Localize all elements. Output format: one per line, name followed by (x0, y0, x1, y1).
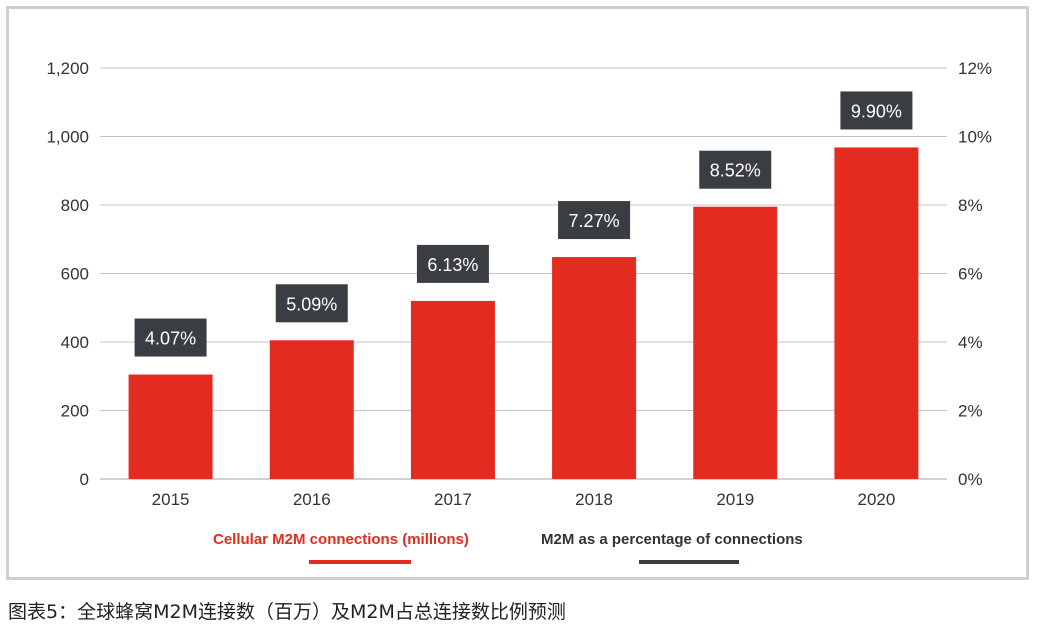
y-left-tick-label: 0 (80, 470, 89, 489)
y-left-tick-label: 400 (61, 333, 89, 352)
y-left-tick-label: 1,200 (46, 59, 89, 78)
y-right-tick-label: 8% (958, 196, 983, 215)
y-right-tick-label: 12% (958, 59, 992, 78)
bar (269, 340, 354, 479)
data-label: 8.52% (710, 161, 761, 181)
y-right-tick-label: 2% (958, 402, 983, 421)
y-right-tick-label: 10% (958, 128, 992, 147)
x-tick-label: 2017 (434, 490, 472, 509)
data-label-box (416, 244, 489, 283)
data-label: 4.07% (145, 329, 196, 349)
data-label-box (558, 201, 631, 240)
x-tick-label: 2020 (858, 490, 896, 509)
data-label: 7.27% (569, 211, 620, 231)
x-tick-label: 2018 (575, 490, 613, 509)
x-tick-label: 2019 (716, 490, 754, 509)
data-label-box (840, 91, 913, 130)
bar (552, 257, 637, 479)
y-left-tick-label: 800 (61, 196, 89, 215)
data-label-box (275, 284, 348, 323)
bar (693, 206, 778, 479)
data-label: 9.90% (851, 101, 902, 121)
x-tick-label: 2016 (293, 490, 331, 509)
bar (128, 374, 213, 479)
data-label: 5.09% (286, 294, 337, 314)
chart-frame: 0 200 400 600 800 1,000 1,200 0% 2% 4% 6% 8% 10% 12% 2… (6, 6, 1029, 580)
bar (410, 300, 495, 479)
y-right-tick-label: 0% (958, 470, 983, 489)
figure-caption: 图表5：全球蜂窝M2M连接数（百万）及M2M占总连接数比例预测 (8, 601, 566, 623)
legend-label-percentage: M2M as a percentage of connections (541, 531, 803, 548)
data-label-box (699, 150, 772, 189)
y-left-tick-label: 1,000 (46, 128, 89, 147)
y-left-tick-label: 600 (61, 265, 89, 284)
legend-label-connections: Cellular M2M connections (millions) (213, 531, 469, 548)
data-label-box (134, 318, 207, 357)
y-right-tick-label: 4% (958, 333, 983, 352)
data-label: 6.13% (427, 255, 478, 275)
bar (834, 147, 919, 479)
y-right-tick-label: 6% (958, 265, 983, 284)
bar-chart: 0 200 400 600 800 1,000 1,200 0% 2% 4% 6% 8% 10% 12% 2… (46, 59, 992, 564)
y-left-tick-label: 200 (61, 402, 89, 421)
x-tick-label: 2015 (152, 490, 190, 509)
